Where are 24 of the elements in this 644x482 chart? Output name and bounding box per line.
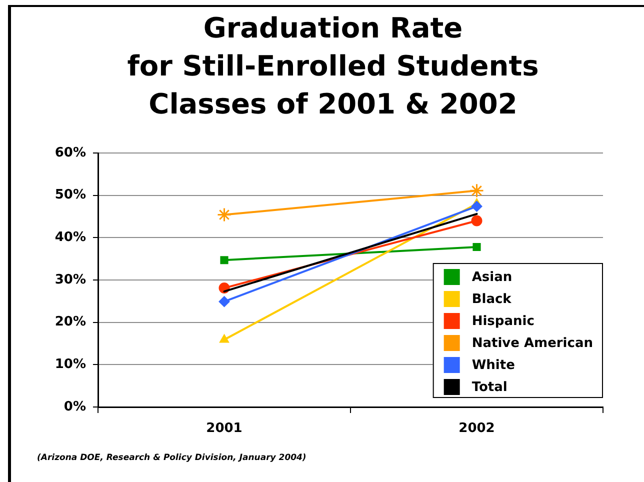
point <box>218 296 230 308</box>
y-tick-label: 10% <box>54 357 86 372</box>
point <box>217 208 232 222</box>
legend-label: Hispanic <box>472 314 534 329</box>
legend-label: Asian <box>472 270 512 285</box>
point <box>472 242 481 252</box>
chart-title: Graduation Rate for Still-Enrolled Students Classes of 2001 & 2002 <box>127 11 539 120</box>
y-tick-label: 60% <box>54 145 86 160</box>
y-tick-label: 20% <box>54 314 86 330</box>
point <box>471 200 482 212</box>
legend-label: White <box>472 358 516 373</box>
point <box>471 215 482 226</box>
legend-label: Native American <box>472 336 594 351</box>
legend-label: Total <box>472 380 508 395</box>
x-tick-label: 2001 <box>206 421 242 436</box>
point <box>470 183 484 198</box>
text: (Arizona DOE, Research & Policy Division, January 2004) <box>37 453 306 464</box>
y-tick-label: 50% <box>54 188 86 203</box>
y-tick-label: 40% <box>54 230 86 246</box>
y-tick-label: 0% <box>64 399 86 414</box>
x-tick-label: 2002 <box>458 421 495 436</box>
legend-label: Black <box>472 292 512 307</box>
point <box>220 256 228 264</box>
y-tick-label: 30% <box>54 272 86 288</box>
